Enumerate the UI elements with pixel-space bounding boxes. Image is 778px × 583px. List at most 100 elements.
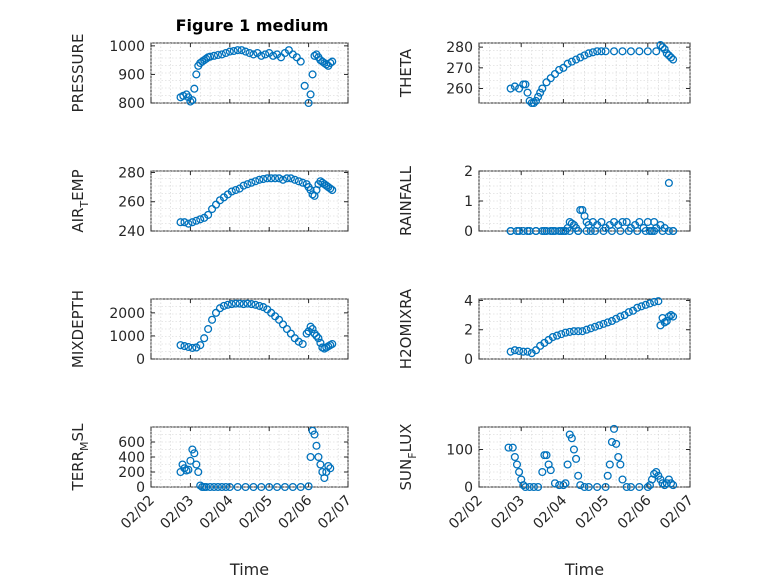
data-point: [296, 57, 305, 66]
data-point: [567, 57, 576, 66]
data-point: [523, 347, 532, 356]
data-point: [209, 51, 219, 60]
data-point: [618, 47, 627, 56]
data-point: [251, 177, 260, 186]
data-point: [542, 451, 551, 460]
data-point: [241, 482, 250, 492]
data-point: [211, 200, 221, 209]
y-tick-label: 200: [118, 465, 145, 481]
y-axis-label: TERRMSL: [69, 423, 91, 492]
data-point: [188, 343, 197, 352]
y-label-subscript: T: [78, 201, 91, 209]
data-point: [580, 51, 589, 60]
data-point: [622, 217, 631, 227]
y-axis-label: H2OMIXRA: [397, 288, 415, 369]
data-point: [582, 226, 591, 236]
data-point: [206, 482, 215, 492]
data-point: [233, 46, 242, 55]
data-point: [605, 460, 614, 469]
data-point: [215, 304, 225, 313]
data-point: [208, 204, 217, 214]
data-point: [213, 482, 223, 492]
data-point: [306, 322, 315, 331]
data-point: [192, 216, 201, 225]
data-point: [314, 452, 323, 462]
x-tick-label: 02/03: [488, 493, 528, 533]
data-point: [529, 482, 538, 492]
data-point: [204, 324, 213, 334]
data-point: [569, 327, 578, 336]
data-point: [664, 226, 673, 236]
data-point: [274, 315, 284, 324]
data-point: [217, 50, 226, 59]
data-point: [202, 482, 211, 492]
data-point: [190, 84, 199, 93]
subplot-1: 800 900 1000 PRESSURE: [69, 34, 349, 112]
data-point: [176, 341, 185, 350]
x-axis-label: Time: [229, 560, 269, 579]
y-tick-label: 800: [118, 96, 145, 112]
data-point: [538, 467, 547, 477]
data-point: [251, 300, 260, 309]
data-point: [660, 318, 669, 327]
data-point: [188, 218, 197, 227]
data-point: [548, 332, 557, 342]
y-tick-label: 0: [136, 480, 145, 496]
data-point: [247, 300, 256, 309]
x-tick-label: 02/07: [657, 493, 697, 533]
data-point: [590, 226, 600, 236]
y-tick-label: 2000: [109, 306, 145, 322]
data-point: [237, 46, 246, 55]
data-point: [616, 226, 625, 236]
data-point: [186, 97, 195, 106]
data-point: [523, 88, 532, 97]
data-point: [326, 464, 335, 473]
subplot-8: 0 100 02/02 02/03 02/04 02/05 02/06 02/07 Time SU…: [397, 424, 697, 579]
data-point: [662, 49, 671, 58]
data-point: [641, 300, 650, 309]
data-point: [593, 47, 602, 56]
data-point: [312, 441, 321, 450]
data-point: [259, 303, 268, 312]
data-point: [229, 46, 238, 56]
y-axis-label: THETA: [397, 48, 415, 98]
data-point: [221, 482, 230, 492]
data-point: [565, 327, 574, 336]
data-point: [208, 315, 217, 324]
data-point: [265, 482, 274, 492]
data-point: [550, 479, 560, 488]
data-point: [506, 226, 515, 236]
data-point: [576, 481, 585, 490]
data-point: [658, 43, 667, 52]
data-point: [519, 347, 528, 356]
data-point: [211, 308, 221, 317]
data-point: [546, 74, 555, 83]
data-point: [565, 226, 574, 236]
y-label-subscript: M: [78, 441, 91, 451]
data-point: [656, 41, 665, 50]
data-point: [669, 312, 678, 321]
data-point: [235, 299, 244, 308]
data-point: [643, 482, 652, 492]
data-point: [328, 57, 337, 66]
x-tick-label: 02/07: [315, 493, 355, 533]
data-point: [180, 342, 189, 351]
data-point: [302, 329, 311, 338]
data-point: [278, 175, 288, 184]
data-point: [308, 190, 317, 199]
y-label-main: H2OMIXRA: [397, 288, 415, 369]
data-point: [328, 185, 337, 195]
data-point: [601, 482, 610, 492]
data-point: [645, 299, 654, 308]
data-point: [263, 174, 272, 183]
data-point: [239, 181, 248, 190]
data-point: [580, 482, 589, 492]
data-point: [523, 226, 532, 236]
data-point: [294, 337, 303, 346]
y-tick-label: 2: [464, 323, 473, 339]
data-point: [664, 178, 673, 188]
data-point: [219, 301, 228, 310]
data-point: [192, 460, 201, 469]
data-point: [278, 320, 288, 329]
